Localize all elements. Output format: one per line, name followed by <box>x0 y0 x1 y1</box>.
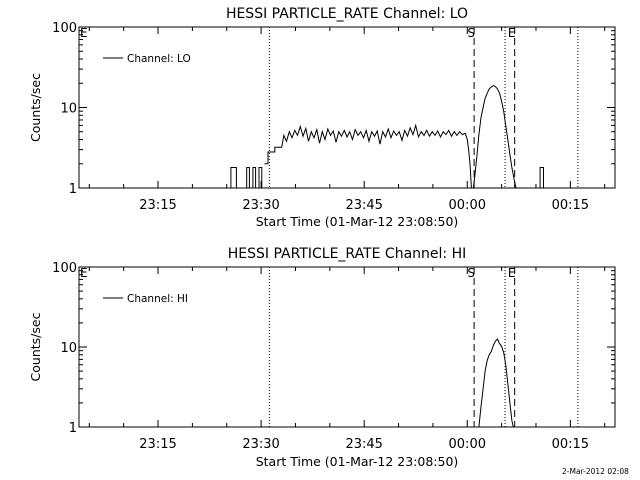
corner-marker: E <box>80 266 88 280</box>
x-tick-label: 00:00 <box>449 437 486 452</box>
series-line <box>230 167 265 189</box>
x-tick-label: 23:15 <box>139 437 176 452</box>
x-tick-label: 23:30 <box>242 198 279 213</box>
footer-timestamp: 2-Mar-2012 02:08 <box>562 467 629 476</box>
x-tick-label: 23:30 <box>242 437 279 452</box>
chart-title: HESSI PARTICLE_RATE Channel: LO <box>226 6 468 22</box>
x-tick-label: 00:15 <box>552 198 589 213</box>
y-tick-label: 10 <box>60 341 77 356</box>
chart-title: HESSI PARTICLE_RATE Channel: HI <box>228 246 466 262</box>
y-tick-label: 10 <box>60 102 77 117</box>
marker-label: S <box>467 26 475 40</box>
marker-label: S <box>467 266 475 280</box>
marker-label: E <box>508 266 516 280</box>
plot-frame <box>78 266 616 428</box>
y-axis-label: Counts/sec <box>28 312 43 381</box>
x-tick-label: 00:00 <box>449 198 486 213</box>
y-tick-label: 100 <box>52 21 77 36</box>
plot-frame <box>78 26 616 189</box>
x-tick-label: 23:15 <box>139 198 176 213</box>
chart-panel-lo: HESSI PARTICLE_RATE Channel: LO 23:15 23:3… <box>28 6 616 229</box>
marker-label: E <box>508 26 516 40</box>
x-tick-label: 23:45 <box>345 198 382 213</box>
x-tick-label: 23:45 <box>345 437 382 452</box>
x-axis-label: Start Time (01-Mar-12 23:08:50) <box>256 454 459 469</box>
series-line <box>472 85 517 189</box>
corner-marker: E <box>80 26 88 40</box>
x-tick-label: 00:15 <box>552 437 589 452</box>
series-line <box>478 338 514 428</box>
y-tick-label: 100 <box>52 261 77 276</box>
legend-label: Channel: HI <box>127 293 188 305</box>
legend-label: Channel: LO <box>127 53 191 65</box>
chart-panel-hi: HESSI PARTICLE_RATE Channel: HI 23:15 23:3… <box>28 246 616 469</box>
series-line <box>264 123 472 189</box>
y-axis-label: Counts/sec <box>28 73 43 142</box>
x-axis-label: Start Time (01-Mar-12 23:08:50) <box>256 214 459 229</box>
y-tick-label: 1 <box>69 421 77 436</box>
series-line <box>539 167 544 188</box>
y-tick-label: 1 <box>69 182 77 197</box>
